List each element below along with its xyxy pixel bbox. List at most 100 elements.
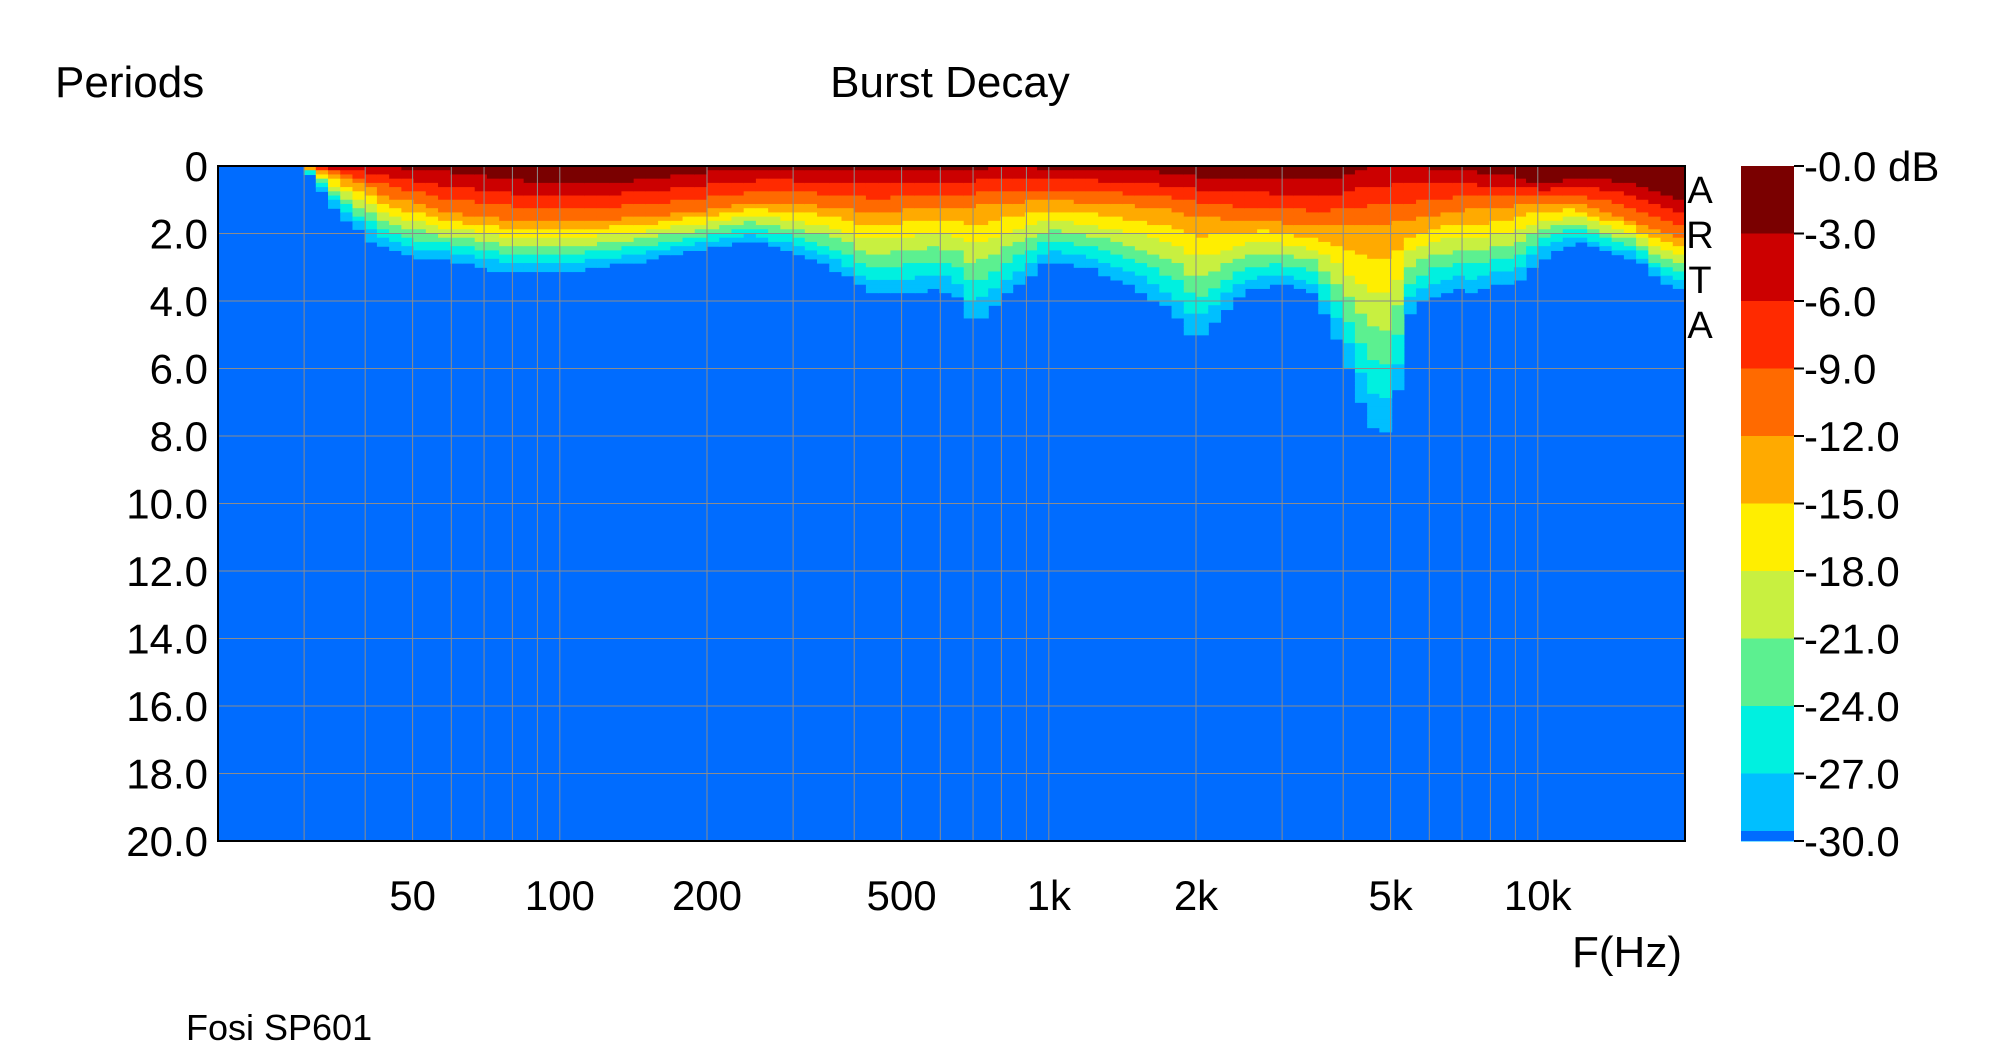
heatmap-cell — [1024, 229, 1038, 235]
heatmap-cell — [719, 182, 733, 188]
heatmap-cell — [1171, 296, 1185, 302]
heatmap-cell — [511, 229, 525, 235]
heatmap-cell — [1342, 288, 1356, 294]
heatmap-cell — [486, 246, 500, 251]
heatmap-cell — [548, 258, 561, 264]
heatmap-cell — [682, 166, 696, 171]
heatmap-cell — [340, 212, 354, 218]
heatmap-cell — [1318, 284, 1332, 289]
heatmap-cell — [1489, 267, 1503, 273]
heatmap-cell — [1281, 191, 1295, 197]
heatmap-cell — [829, 237, 843, 243]
heatmap-cell — [1367, 237, 1380, 243]
heatmap-cell — [1318, 199, 1332, 205]
heatmap-cell — [1599, 225, 1613, 230]
heatmap-cell — [1000, 199, 1014, 205]
heatmap-cell — [804, 199, 818, 205]
heatmap-cell — [1159, 166, 1173, 171]
heatmap-cell — [865, 212, 879, 218]
heatmap-cell — [1085, 212, 1099, 218]
heatmap-cell — [1574, 229, 1588, 235]
heatmap-cell — [1269, 263, 1283, 268]
heatmap-cell — [1122, 195, 1136, 201]
heatmap-cell — [1660, 279, 1674, 285]
heatmap-cell — [1367, 208, 1380, 214]
heatmap-cell — [1501, 258, 1515, 264]
heatmap-cell — [462, 191, 476, 197]
heatmap-cell — [1403, 284, 1417, 289]
heatmap-cell — [1587, 174, 1601, 180]
heatmap-cell — [1330, 322, 1344, 327]
heatmap-cell — [1452, 220, 1466, 226]
colorbar-label: -3.0 — [1804, 211, 1876, 258]
heatmap-cell — [1147, 279, 1160, 285]
heatmap-cell — [1379, 398, 1393, 403]
heatmap-cell — [1342, 237, 1356, 243]
y-tick-label: 4.0 — [150, 278, 208, 325]
heatmap-cell — [1562, 174, 1576, 180]
heatmap-cell — [328, 191, 341, 197]
heatmap-cell — [902, 225, 916, 230]
heatmap-cell — [1159, 187, 1173, 192]
heatmap-cell — [1599, 195, 1613, 201]
heatmap-cell — [927, 166, 940, 171]
heatmap-cell — [1159, 284, 1173, 289]
heatmap-cell — [450, 233, 464, 239]
heatmap-cell — [1452, 241, 1466, 247]
heatmap-cell — [682, 170, 696, 176]
heatmap-cell — [1183, 241, 1197, 247]
heatmap-cell — [474, 229, 488, 235]
heatmap-cell — [1354, 309, 1368, 315]
heatmap-cell — [1147, 263, 1160, 268]
heatmap-cell — [951, 178, 965, 184]
heatmap-cell — [1526, 170, 1539, 176]
heatmap-cell — [780, 212, 794, 218]
heatmap-cell — [768, 174, 781, 180]
heatmap-cell — [768, 229, 781, 235]
heatmap-cell — [1489, 191, 1503, 197]
heatmap-cell — [1134, 246, 1148, 251]
heatmap-cell — [817, 203, 830, 209]
heatmap-cell — [401, 178, 415, 184]
heatmap-cell — [1464, 225, 1478, 230]
heatmap-cell — [486, 233, 500, 239]
heatmap-cell — [1623, 203, 1637, 209]
heatmap-cell — [804, 166, 818, 171]
heatmap-cell — [890, 191, 904, 197]
heatmap-cell — [890, 208, 904, 214]
heatmap-cell — [340, 208, 354, 214]
heatmap-cell — [1257, 216, 1270, 222]
heatmap-cell — [1061, 233, 1075, 239]
heatmap-cell — [743, 203, 757, 209]
heatmap-cell — [1428, 284, 1442, 289]
heatmap-cell — [1257, 267, 1270, 273]
heatmap-cell — [1196, 326, 1209, 332]
heatmap-cell — [963, 271, 977, 277]
heatmap-cell — [645, 237, 659, 243]
heatmap-cell — [1196, 330, 1209, 336]
heatmap-cell — [1293, 246, 1307, 251]
heatmap-cell — [1110, 275, 1124, 281]
heatmap-cell — [878, 246, 891, 251]
chart-title: Burst Decay — [830, 58, 1070, 107]
heatmap-cell — [584, 182, 598, 188]
heatmap-cell — [743, 170, 757, 176]
heatmap-cell — [560, 216, 574, 222]
heatmap-cell — [792, 225, 806, 230]
colorbar-swatch — [1741, 166, 1794, 234]
heatmap-cell — [511, 263, 525, 268]
heatmap-cell — [1159, 174, 1173, 180]
heatmap-cell — [548, 178, 561, 184]
heatmap-cell — [890, 174, 904, 180]
heatmap-cell — [1367, 233, 1380, 239]
heatmap-cell — [1244, 229, 1258, 235]
heatmap-cell — [719, 203, 733, 209]
heatmap-cell — [902, 279, 916, 285]
heatmap-cell — [499, 203, 512, 209]
heatmap-cell — [596, 225, 610, 230]
heatmap-cell — [1147, 191, 1160, 197]
heatmap-cell — [1416, 178, 1429, 184]
heatmap-cell — [1660, 216, 1674, 222]
heatmap-cell — [1122, 229, 1136, 235]
heatmap-cell — [878, 237, 891, 243]
